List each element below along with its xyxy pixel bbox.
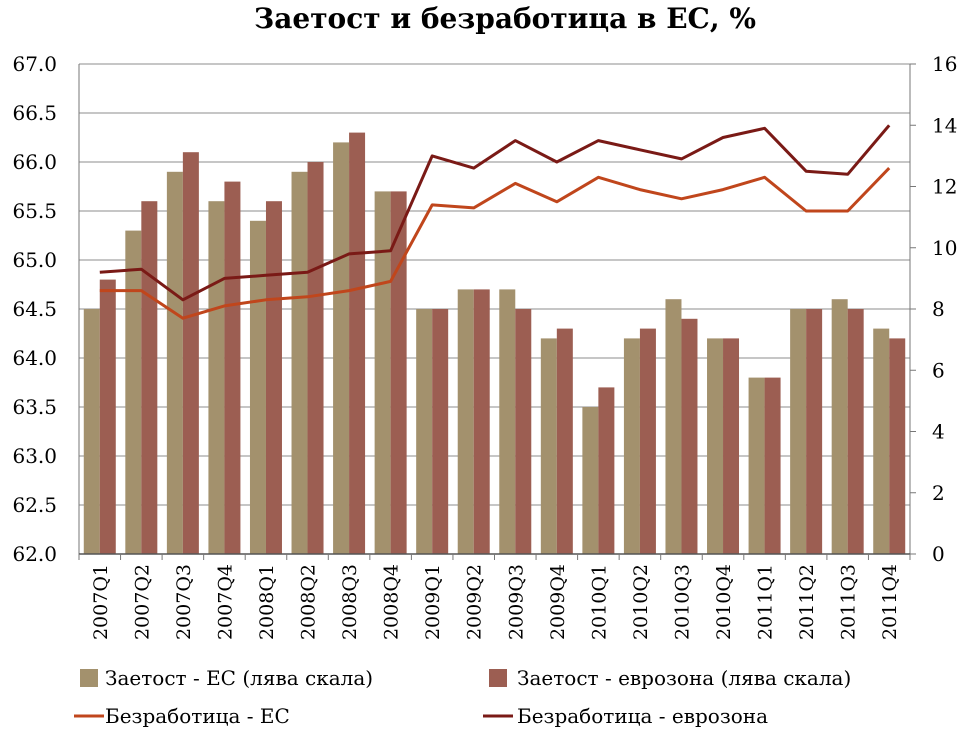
bar xyxy=(333,142,350,554)
right-tick-label: 16 xyxy=(932,52,957,76)
left-tick-label: 66.0 xyxy=(12,150,57,174)
left-tick-label: 63.0 xyxy=(12,444,57,468)
x-tick-label: 2008Q1 xyxy=(256,564,278,640)
bar xyxy=(249,220,266,555)
x-tick-label: 2010Q4 xyxy=(713,564,735,640)
line-series xyxy=(99,124,891,320)
legend-label: Безработица - ЕС xyxy=(105,704,290,728)
bar xyxy=(806,309,823,554)
x-tick-label: 2010Q3 xyxy=(672,564,694,640)
bar xyxy=(723,338,740,554)
x-tick-label: 2007Q1 xyxy=(90,564,112,640)
bar xyxy=(291,171,308,555)
x-tick-label: 2007Q3 xyxy=(173,564,195,640)
series-line xyxy=(99,124,891,302)
bar xyxy=(473,289,490,554)
series-line xyxy=(99,167,891,320)
bar xyxy=(182,152,199,554)
bar xyxy=(598,387,615,554)
x-tick-label: 2009Q2 xyxy=(464,564,486,640)
left-tick-label: 65.0 xyxy=(12,248,57,272)
bar xyxy=(374,191,391,554)
bar xyxy=(707,338,724,554)
bar xyxy=(623,338,640,554)
bar xyxy=(432,309,449,554)
bar xyxy=(540,338,557,554)
x-tick-label: 2011Q4 xyxy=(879,564,901,640)
bar xyxy=(748,377,765,554)
bar xyxy=(208,201,225,554)
left-tick-label: 62.5 xyxy=(12,493,57,517)
legend-swatch xyxy=(489,669,507,687)
right-tick-label: 12 xyxy=(932,175,957,199)
legend: Заетост - ЕС (лява скала) Заетост - евроз… xyxy=(74,666,851,728)
chart-title: Заетост и безработица в ЕС, % xyxy=(254,2,756,35)
bar-series xyxy=(83,132,906,555)
bar xyxy=(515,309,532,554)
bar xyxy=(639,328,656,554)
bar xyxy=(831,299,848,554)
left-tick-label: 63.5 xyxy=(12,395,57,419)
axes: 62.0 62.5 63.0 63.5 64.0 64.5 65.0 65.5 66.0 66.5… xyxy=(12,52,957,640)
legend-label: Заетост - еврозона (лява скала) xyxy=(517,666,851,690)
bar xyxy=(764,377,781,554)
right-tick-label: 10 xyxy=(932,236,957,260)
bar xyxy=(166,171,183,555)
bar xyxy=(873,328,890,554)
x-tick-label: 2009Q3 xyxy=(505,564,527,640)
bar xyxy=(847,309,864,554)
bar xyxy=(665,299,682,554)
left-tick-label: 62.0 xyxy=(12,542,57,566)
x-tick-label: 2011Q3 xyxy=(838,564,860,640)
bar xyxy=(889,338,906,554)
legend-label: Безработица - еврозона xyxy=(517,704,768,728)
x-tick-label: 2011Q1 xyxy=(755,564,777,640)
bar xyxy=(457,289,474,554)
x-tick-label: 2009Q1 xyxy=(422,564,444,640)
x-tick-label: 2011Q2 xyxy=(796,564,818,640)
bar xyxy=(390,191,407,554)
bar xyxy=(125,230,142,554)
x-tick-label: 2007Q2 xyxy=(131,564,153,640)
x-tick-label: 2008Q3 xyxy=(339,564,361,640)
right-tick-label: 14 xyxy=(932,113,957,137)
bar xyxy=(416,309,433,554)
legend-swatch xyxy=(80,669,98,687)
legend-label: Заетост - ЕС (лява скала) xyxy=(105,666,373,690)
left-tick-label: 67.0 xyxy=(12,52,57,76)
bar xyxy=(141,201,158,554)
right-tick-label: 2 xyxy=(932,481,945,505)
right-tick-label: 0 xyxy=(932,542,945,566)
bar xyxy=(349,132,366,554)
bar xyxy=(307,162,324,554)
x-tick-label: 2007Q4 xyxy=(214,564,236,640)
x-tick-label: 2008Q2 xyxy=(298,564,320,640)
left-tick-label: 64.5 xyxy=(12,297,57,321)
bar xyxy=(99,279,116,554)
bar xyxy=(224,181,241,554)
gridlines xyxy=(79,63,910,555)
bar xyxy=(582,407,599,554)
left-tick-label: 65.5 xyxy=(12,199,57,223)
x-tick-label: 2010Q1 xyxy=(588,564,610,640)
bar xyxy=(265,201,282,554)
left-tick-label: 66.5 xyxy=(12,101,57,125)
right-tick-label: 6 xyxy=(932,358,945,382)
x-tick-label: 2010Q2 xyxy=(630,564,652,640)
left-tick-label: 64.0 xyxy=(12,346,57,370)
bar xyxy=(681,318,698,554)
bar xyxy=(790,309,807,554)
x-tick-label: 2008Q4 xyxy=(381,564,403,640)
x-tick-label: 2009Q4 xyxy=(547,564,569,640)
right-tick-label: 8 xyxy=(932,297,945,321)
right-tick-label: 4 xyxy=(932,420,945,444)
bar xyxy=(83,309,100,554)
bar xyxy=(556,328,573,554)
bar xyxy=(499,289,516,554)
